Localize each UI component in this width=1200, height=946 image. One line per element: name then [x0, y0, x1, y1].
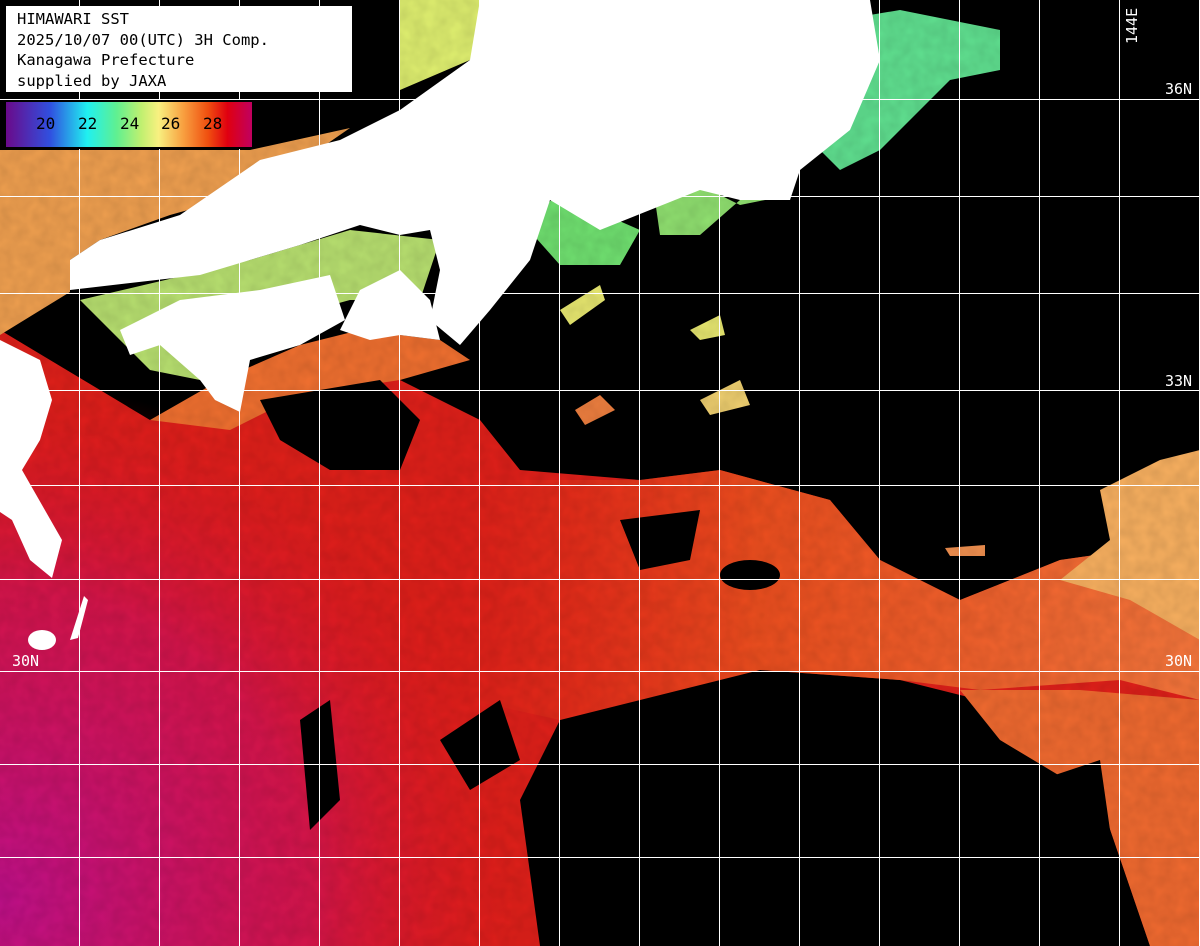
- color-scale-bar: [6, 102, 252, 147]
- land-kyushu: [0, 340, 62, 578]
- legend-label: 24: [120, 114, 140, 133]
- info-box: HIMAWARI SST 2025/10/07 00(UTC) 3H Comp.…: [6, 6, 352, 92]
- lat-label-30n-left: 30N: [12, 652, 40, 670]
- legend-label: 22: [78, 114, 98, 133]
- organization: Kanagawa Prefecture: [17, 51, 195, 69]
- lat-label-36n: 36N: [1165, 80, 1193, 98]
- color-legend: 20 22 24 26 28: [4, 100, 254, 149]
- lat-label-30n-right: 30N: [1165, 652, 1193, 670]
- land-island: [28, 630, 56, 650]
- credit: supplied by JAXA: [17, 71, 167, 90]
- legend-label: 28: [203, 114, 223, 133]
- land-shikoku: [120, 275, 345, 412]
- legend-label: 26: [161, 114, 181, 133]
- map-datetime: 2025/10/07 00(UTC) 3H Comp.: [17, 30, 269, 49]
- land-honshu: [70, 0, 880, 345]
- lat-label-33n: 33N: [1165, 372, 1193, 390]
- land-kii-peninsula: [340, 270, 440, 340]
- lon-label-144e: 144E: [1123, 7, 1141, 44]
- legend-label: 20: [36, 114, 56, 133]
- map-title: HIMAWARI SST: [17, 10, 129, 28]
